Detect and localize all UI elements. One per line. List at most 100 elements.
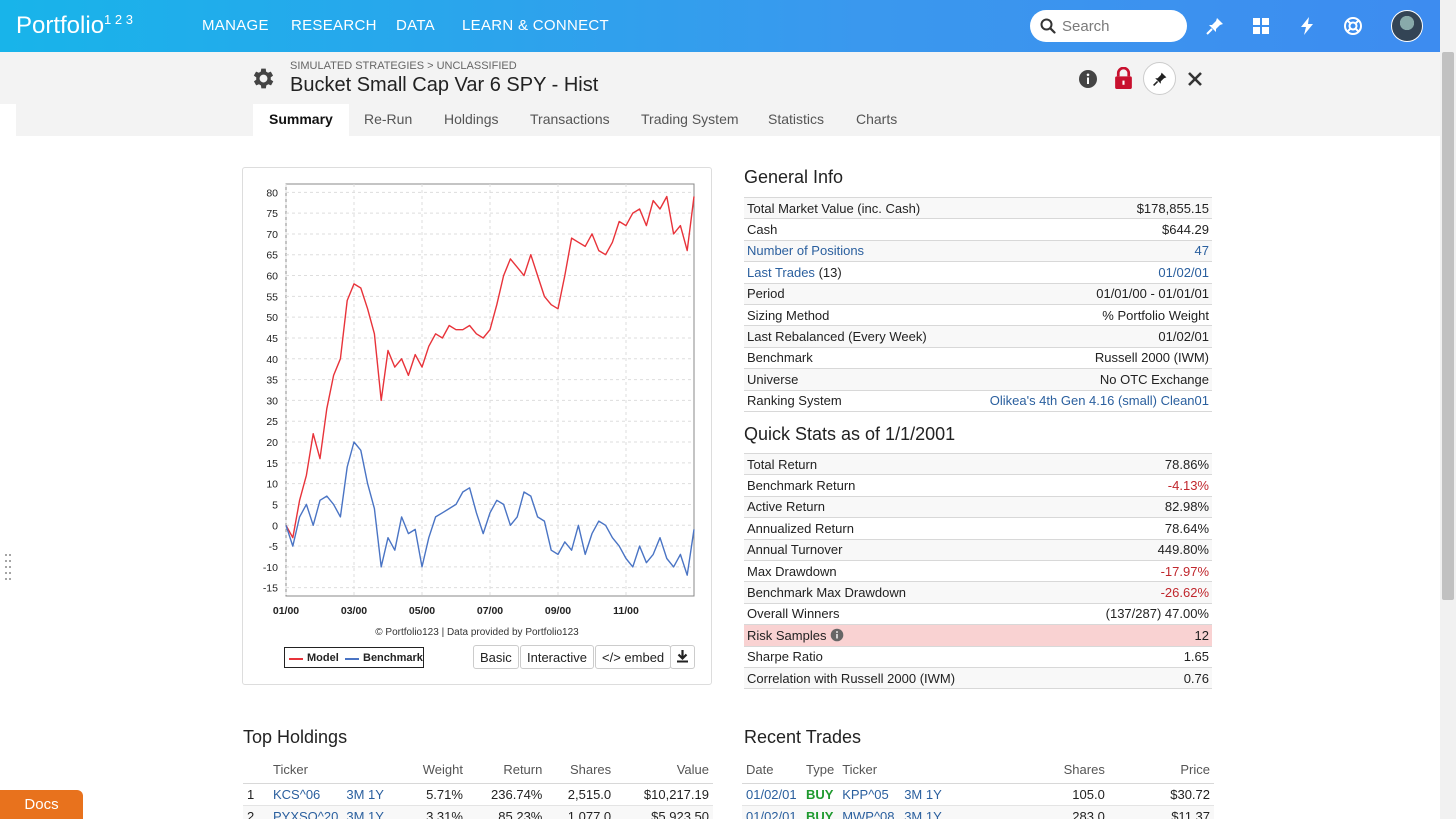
ticker-link[interactable]: MWP^08	[838, 805, 901, 819]
lock-icon[interactable]	[1113, 67, 1134, 90]
tab-charts[interactable]: Charts	[856, 111, 898, 127]
number-of-positions-value[interactable]: 47	[955, 240, 1212, 263]
info-icon[interactable]	[1078, 69, 1098, 89]
y-tick-label: 10	[266, 479, 278, 491]
col-return[interactable]: Return	[466, 757, 547, 784]
x-tick-label: 01/00	[273, 605, 299, 617]
legend-model-swatch	[289, 658, 303, 660]
series-line-model[interactable]	[285, 195, 695, 539]
x-tick-label: 03/00	[341, 605, 367, 617]
period-links[interactable]: 3M 1Y	[342, 805, 403, 819]
x-axis-ticks: 01/00 03/00 05/00 07/00 09/00 11/00	[273, 605, 639, 617]
logo-text: Portfolio	[16, 12, 105, 39]
col-weight[interactable]: Weight	[402, 757, 467, 784]
docs-button[interactable]: Docs	[0, 790, 83, 819]
y-tick-label: 5	[272, 499, 278, 511]
gi-label: Last Rebalanced (Every Week)	[744, 325, 956, 348]
gear-icon[interactable]	[250, 65, 277, 92]
gi-label: Benchmark	[744, 347, 956, 370]
close-icon[interactable]	[1187, 71, 1203, 87]
chart-legend[interactable]: Model Benchmark	[284, 647, 424, 668]
col-shares[interactable]: Shares	[546, 757, 616, 784]
nav-data[interactable]: DATA	[396, 17, 435, 34]
trade-date-link[interactable]: 01/02/01	[742, 805, 802, 819]
qs-label: Sharpe Ratio	[744, 646, 1054, 668]
col-type[interactable]: Type	[802, 757, 839, 784]
gi-value: Russell 2000 (IWM)	[955, 347, 1212, 370]
page-title: Bucket Small Cap Var 6 SPY - Hist	[290, 74, 599, 96]
search-box[interactable]	[1030, 10, 1187, 42]
legend-benchmark-swatch	[345, 658, 359, 660]
nav-learn-connect[interactable]: LEARN & CONNECT	[462, 17, 610, 34]
tab-rerun[interactable]: Re-Run	[364, 111, 413, 127]
y-tick-label: -10	[263, 562, 278, 574]
info-icon[interactable]	[830, 628, 844, 642]
download-icon	[677, 649, 688, 662]
col-shares[interactable]: Shares	[1000, 757, 1109, 784]
pin-icon[interactable]	[1205, 16, 1225, 36]
tab-transactions[interactable]: Transactions	[530, 111, 610, 127]
tab-holdings[interactable]: Holdings	[444, 111, 499, 127]
qs-label: Max Drawdown	[744, 560, 1054, 583]
col-date[interactable]: Date	[742, 757, 802, 784]
quick-stats-row: Benchmark Max Drawdown -26.62%	[744, 581, 1212, 604]
tab-summary[interactable]: Summary	[253, 104, 349, 136]
x-tick-label: 11/00	[613, 605, 639, 617]
search-input[interactable]	[1062, 16, 1177, 36]
breadcrumb[interactable]: SIMULATED STRATEGIES > UNCLASSIFIED	[290, 60, 517, 72]
chart-download-button[interactable]	[670, 645, 695, 669]
general-info-row: Sizing Method% Portfolio Weight	[744, 304, 1212, 327]
qs-value: -26.62%	[1053, 581, 1212, 604]
chart-basic-button[interactable]: Basic	[473, 645, 519, 669]
qs-value: 78.86%	[1053, 452, 1212, 476]
general-info-row: Ranking System Olikea's 4th Gen 4.16 (sma…	[744, 390, 1212, 412]
col-ticker[interactable]: Ticker	[838, 757, 901, 784]
legend-model-label: Model	[307, 652, 339, 664]
pin-strategy-button[interactable]	[1143, 62, 1176, 95]
scrollbar-thumb[interactable]	[1442, 52, 1454, 600]
value-cell: $10,217.19	[615, 783, 713, 806]
last-trades-link[interactable]: Last Trades	[747, 264, 815, 280]
period-links[interactable]: 3M 1Y	[900, 783, 1001, 806]
trade-date-link[interactable]: 01/02/01	[742, 783, 802, 806]
chart-interactive-button[interactable]: Interactive	[520, 645, 594, 669]
period-links[interactable]: 3M 1Y	[900, 805, 1001, 819]
col-ticker[interactable]: Ticker	[269, 757, 343, 784]
y-tick-label: 45	[266, 333, 278, 345]
performance-line-chart[interactable]: 80757065605550454035302520151050-5-10-15…	[250, 178, 702, 626]
nav-manage[interactable]: MANAGE	[202, 17, 269, 34]
series-line-benchmark[interactable]	[285, 441, 695, 576]
portfolio123-logo[interactable]: Portfolio1 2 3	[16, 12, 133, 40]
col-value[interactable]: Value	[615, 757, 713, 784]
drag-handle-icon[interactable]	[4, 552, 12, 586]
chart-embed-button[interactable]: </> embed	[595, 645, 672, 669]
ticker-link[interactable]: KPP^05	[838, 783, 901, 806]
col-price[interactable]: Price	[1108, 757, 1214, 784]
ticker-link[interactable]: KCS^06	[269, 783, 343, 806]
weight-cell: 5.71%	[402, 783, 467, 806]
last-trades-date-link[interactable]: 01/02/01	[955, 261, 1212, 284]
period-links[interactable]: 3M 1Y	[342, 783, 403, 806]
legend-benchmark-label: Benchmark	[363, 652, 423, 664]
gi-label: Cash	[744, 218, 956, 241]
qs-value: 449.80%	[1053, 539, 1212, 561]
weight-cell: 3.31%	[402, 805, 467, 819]
logo-superscript: 1 2 3	[104, 12, 133, 27]
gi-value: No OTC Exchange	[955, 368, 1212, 391]
qs-label: Risk Samples	[747, 627, 827, 643]
lightning-icon[interactable]	[1297, 16, 1317, 36]
number-of-positions-link[interactable]: Number of Positions	[744, 240, 956, 263]
recent-trades-table: Date Type Ticker Shares Price 01/02/01 B…	[742, 757, 1214, 819]
nav-research[interactable]: RESEARCH	[291, 17, 377, 34]
user-avatar[interactable]	[1391, 10, 1423, 42]
price-cell: $11.37	[1108, 805, 1214, 819]
dashboard-grid-icon[interactable]	[1251, 16, 1271, 36]
help-lifebuoy-icon[interactable]	[1343, 16, 1363, 36]
table-row: 01/02/01 BUY MWP^08 3M 1Y 283.0 $11.37	[742, 805, 1214, 819]
qs-label: Correlation with Russell 2000 (IWM)	[744, 667, 1054, 690]
ranking-system-link[interactable]: Olikea's 4th Gen 4.16 (small) Clean01	[955, 390, 1212, 412]
qs-label: Benchmark Max Drawdown	[744, 581, 1054, 604]
tab-trading-system[interactable]: Trading System	[641, 111, 739, 127]
ticker-link[interactable]: PYXSO^20	[269, 805, 343, 819]
tab-statistics[interactable]: Statistics	[768, 111, 825, 127]
